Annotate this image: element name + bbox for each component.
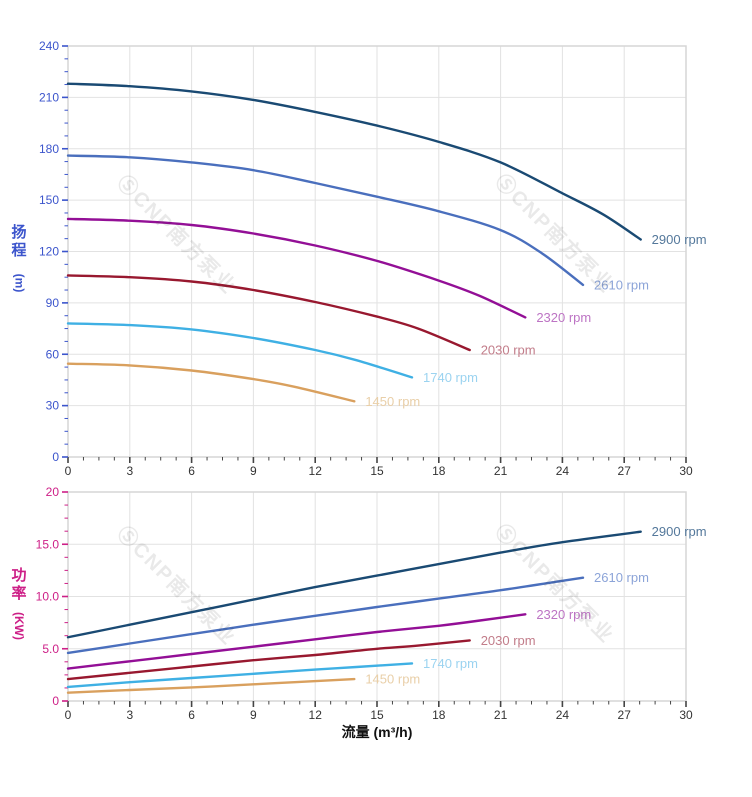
y-tick-label: 60 <box>46 347 60 361</box>
y-tick-label: 120 <box>39 245 59 259</box>
curve-1740-rpm <box>66 322 414 379</box>
power-axis-title-text: 功率 <box>11 567 27 603</box>
x-tick-label: 6 <box>188 708 195 722</box>
x-tick-label: 12 <box>309 708 323 722</box>
curve-label-2610-rpm: 2610 rpm <box>594 277 649 292</box>
curve-label-1450-rpm: 1450 rpm <box>365 672 420 687</box>
x-tick-label: 0 <box>65 464 72 478</box>
curve-label-2900-rpm: 2900 rpm <box>652 232 707 247</box>
y-tick-label: 150 <box>39 193 59 207</box>
curve-2030-rpm <box>66 274 471 352</box>
y-tick-label: 0 <box>52 450 59 464</box>
x-tick-label: 9 <box>250 708 257 722</box>
x-tick-label: 18 <box>432 708 446 722</box>
curve-label-1740-rpm: 1740 rpm <box>423 370 478 385</box>
curve-label-1450-rpm: 1450 rpm <box>365 394 420 409</box>
x-tick-label: 15 <box>370 708 384 722</box>
x-tick-label: 9 <box>250 464 257 478</box>
y-tick-label: 90 <box>46 296 60 310</box>
y-tick-label: 20 <box>46 485 60 499</box>
y-tick-label: 240 <box>39 39 59 53</box>
flow-axis-title: 流量 (m³/h) <box>341 724 413 740</box>
x-tick-label: 24 <box>556 464 570 478</box>
curve-2900-rpm <box>66 82 642 241</box>
curve-1450-rpm <box>66 362 356 403</box>
x-tick-label: 15 <box>370 464 384 478</box>
head-axis-unit: (m) <box>11 273 26 292</box>
y-tick-label: 5.0 <box>42 642 59 656</box>
x-tick-label: 21 <box>494 464 508 478</box>
x-tick-label: 18 <box>432 464 446 478</box>
head-axis-title: 扬程 (m) <box>9 224 29 301</box>
curve-2320-rpm <box>66 613 527 670</box>
curve-2900-rpm <box>66 530 642 639</box>
y-tick-label: 15.0 <box>36 537 60 551</box>
x-tick-label: 30 <box>679 708 693 722</box>
head-axis-title-text: 扬程 <box>11 224 27 260</box>
curve-label-2610-rpm: 2610 rpm <box>594 570 649 585</box>
y-tick-label: 180 <box>39 142 59 156</box>
y-tick-label: 210 <box>39 90 59 104</box>
curve-1450-rpm <box>66 677 356 694</box>
curve-2610-rpm <box>66 154 585 287</box>
power-axis-title: 功率 (KW) <box>9 567 29 644</box>
y-tick-label: 10.0 <box>36 590 60 604</box>
x-tick-label: 3 <box>126 708 133 722</box>
x-tick-label: 27 <box>618 708 632 722</box>
curve-label-2320-rpm: 2320 rpm <box>536 607 591 622</box>
x-tick-label: 27 <box>618 464 632 478</box>
curve-label-2900-rpm: 2900 rpm <box>652 524 707 539</box>
x-tick-label: 12 <box>309 464 323 478</box>
x-tick-label: 3 <box>126 464 133 478</box>
x-tick-label: 6 <box>188 464 195 478</box>
curve-label-2030-rpm: 2030 rpm <box>481 633 536 648</box>
x-tick-label: 21 <box>494 708 508 722</box>
curve-1740-rpm <box>66 662 414 689</box>
power-axis-unit: (KW) <box>12 611 27 640</box>
curve-label-1740-rpm: 1740 rpm <box>423 656 478 671</box>
y-tick-label: 30 <box>46 399 60 413</box>
curve-2610-rpm <box>66 576 585 655</box>
x-tick-label: 24 <box>556 708 570 722</box>
x-tick-label: 30 <box>679 464 693 478</box>
curve-2320-rpm <box>66 217 527 319</box>
y-tick-label: 0 <box>52 694 59 708</box>
x-tick-label: 0 <box>65 708 72 722</box>
curve-label-2320-rpm: 2320 rpm <box>536 310 591 325</box>
curve-2030-rpm <box>66 639 471 681</box>
curve-label-2030-rpm: 2030 rpm <box>481 342 536 357</box>
